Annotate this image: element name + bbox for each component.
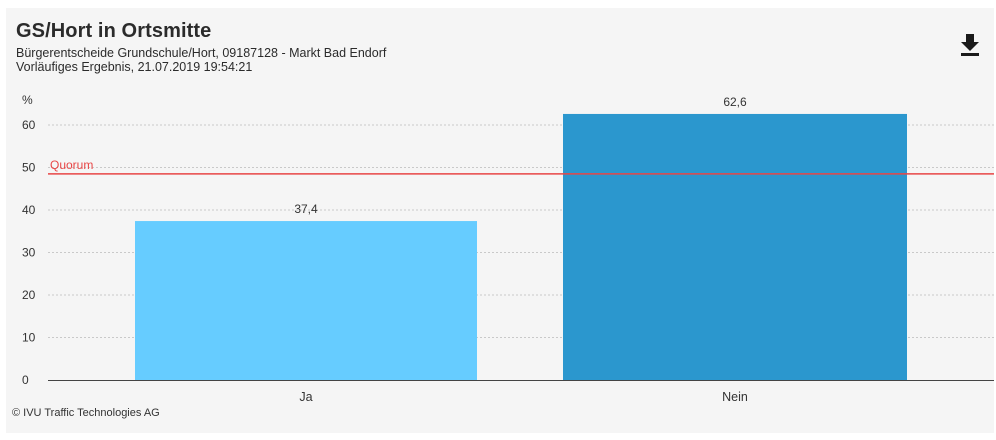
y-tick-label: 60 [22,118,36,132]
chart-title: GS/Hort in Ortsmitte [16,20,212,42]
y-tick-label: 10 [22,331,36,345]
y-tick-label: 20 [22,288,36,302]
bar-value-label: 62,6 [723,95,747,109]
download-button[interactable] [958,30,982,60]
y-tick-label: 40 [22,203,36,217]
bar-nein [563,113,907,380]
y-tick-label: 50 [22,161,36,175]
bar-value-label: 37,4 [294,202,318,216]
y-tick-label: 30 [22,246,36,260]
chart-subtitle: Bürgerentscheide Grundschule/Hort, 09187… [16,46,387,60]
x-category-label: Ja [299,390,312,404]
x-category-label: Nein [722,390,748,404]
download-icon [961,34,979,56]
copyright-credit: © IVU Traffic Technologies AG [12,407,160,419]
quorum-label: Quorum [50,158,93,172]
bar-ja [135,221,477,380]
y-axis-unit-label: % [22,93,33,107]
y-tick-label: 0 [22,373,29,387]
result-status: Vorläufiges Ergebnis, 21.07.2019 19:54:2… [16,60,253,74]
